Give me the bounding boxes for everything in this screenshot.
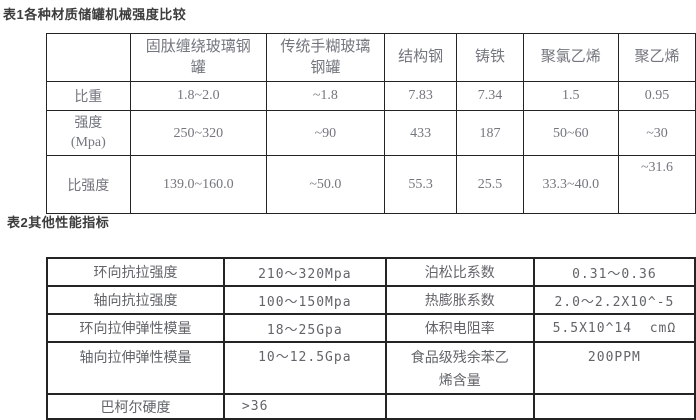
property-value-cell: 100～150Mpa xyxy=(222,285,387,315)
value-cell: 55.3 xyxy=(383,155,458,214)
material-strength-comparison-table: 固肽缠绕玻璃钢 罐 传统手糊玻璃 钢罐 结构钢 铸铁 聚氯乙烯 聚乙烯 比重 1… xyxy=(46,33,696,214)
row-label-cell: 比重 xyxy=(46,81,131,111)
property-label-cell: 巴柯尔硬度 xyxy=(46,393,225,420)
property-value-cell: 0.31～0.36 xyxy=(532,257,696,287)
property-value-cell: 18～25Gpa xyxy=(222,313,387,343)
property-label-cell: 环向抗拉强度 xyxy=(46,257,225,287)
value-cell: 433 xyxy=(383,110,458,156)
property-label-cell: 食品级残余苯乙 烯含量 xyxy=(384,341,535,395)
header-cell-pvc: 聚氯乙烯 xyxy=(522,33,620,82)
property-label-cell: 环向拉伸弹性模量 xyxy=(46,313,225,343)
header-cell-handlayup-tank: 传统手糊玻璃 钢罐 xyxy=(265,33,385,82)
table1-row-strength: 强度 (Mpa) 250~320 ~90 433 187 50~60 ~30 xyxy=(46,110,696,156)
corner-cell xyxy=(46,33,131,82)
other-performance-table: 环向抗拉强度 210～320Mpa 泊松比系数 0.31～0.36 轴向抗拉强度… xyxy=(46,257,696,420)
table2-row: 巴柯尔硬度 >36 xyxy=(46,393,696,420)
row-label-cell: 比强度 xyxy=(46,155,131,214)
empty-cell xyxy=(532,393,696,420)
value-cell: ~90 xyxy=(265,110,385,156)
property-value-cell: 200PPM xyxy=(532,341,696,395)
value-cell: 33.3~40.0 xyxy=(522,155,620,214)
property-value-cell: 2.0～2.2X10^-5 xyxy=(532,285,696,315)
property-value-cell: 10～12.5Gpa xyxy=(222,341,387,395)
value-cell: 50~60 xyxy=(522,110,620,156)
property-value-cell: 210～320Mpa xyxy=(222,257,387,287)
property-label-cell: 泊松比系数 xyxy=(384,257,535,287)
value-cell: ~31.6 xyxy=(618,155,696,214)
row-label-cell: 强度 (Mpa) xyxy=(46,110,131,156)
table1-row-specific-strength: 比强度 139.0~160.0 ~50.0 55.3 25.5 33.3~40.… xyxy=(46,155,696,214)
table2-row: 轴向抗拉强度 100～150Mpa 热膨胀系数 2.0～2.2X10^-5 xyxy=(46,285,696,315)
property-label-cell: 轴向拉伸弹性模量 xyxy=(46,341,225,395)
property-value-cell: >36 xyxy=(222,393,387,420)
header-cell-cast-iron: 铸铁 xyxy=(456,33,524,82)
value-cell: 250~320 xyxy=(129,110,267,156)
value-cell: 139.0~160.0 xyxy=(129,155,267,214)
empty-cell xyxy=(384,393,535,420)
property-label-cell: 体积电阻率 xyxy=(384,313,535,343)
property-label-cell: 轴向抗拉强度 xyxy=(46,285,225,315)
value-cell: 187 xyxy=(456,110,524,156)
value-cell: ~30 xyxy=(618,110,696,156)
value-cell: 7.34 xyxy=(456,81,524,111)
property-label-cell: 热膨胀系数 xyxy=(384,285,535,315)
value-cell: 7.83 xyxy=(383,81,458,111)
value-cell: 25.5 xyxy=(456,155,524,214)
table2-row: 环向抗拉强度 210～320Mpa 泊松比系数 0.31～0.36 xyxy=(46,257,696,287)
header-cell-structural-steel: 结构钢 xyxy=(383,33,458,82)
value-cell: ~1.8 xyxy=(265,81,385,111)
value-cell: 1.8~2.0 xyxy=(129,81,267,111)
value-cell: 0.95 xyxy=(618,81,696,111)
value-cell: ~50.0 xyxy=(265,155,385,214)
table2-row: 轴向拉伸弹性模量 10～12.5Gpa 食品级残余苯乙 烯含量 200PPM xyxy=(46,341,696,395)
table1-header-row: 固肽缠绕玻璃钢 罐 传统手糊玻璃 钢罐 结构钢 铸铁 聚氯乙烯 聚乙烯 xyxy=(46,33,696,82)
header-cell-frp-wound-tank: 固肽缠绕玻璃钢 罐 xyxy=(129,33,267,82)
table1-title: 表1各种材质储罐机械强度比较 xyxy=(3,7,187,22)
value-cell: 1.5 xyxy=(522,81,620,111)
table1-row-specific-gravity: 比重 1.8~2.0 ~1.8 7.83 7.34 1.5 0.95 xyxy=(46,81,696,111)
table2-title: 表2其他性能指标 xyxy=(7,215,110,230)
property-value-cell: 5.5X10^14 cmΩ xyxy=(532,313,696,343)
table2-row: 环向拉伸弹性模量 18～25Gpa 体积电阻率 5.5X10^14 cmΩ xyxy=(46,313,696,343)
header-cell-pe: 聚乙烯 xyxy=(618,33,696,82)
